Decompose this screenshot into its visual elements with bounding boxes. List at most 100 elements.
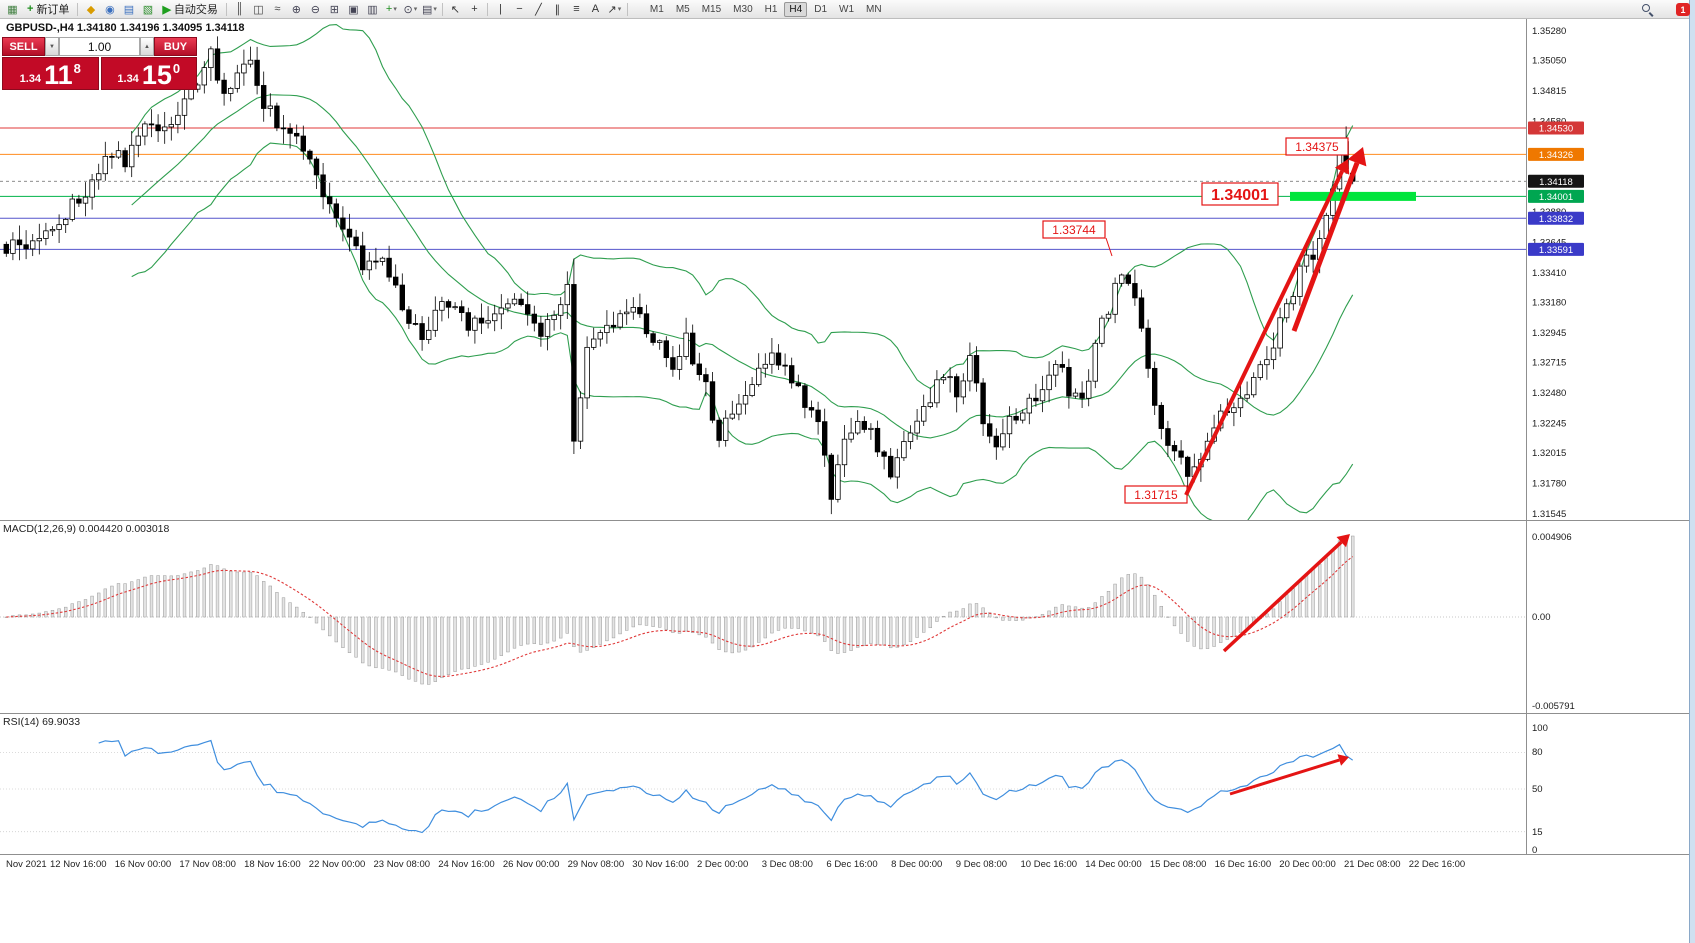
zoom-out-icon[interactable]: ⊖ [310, 3, 321, 16]
arrange-windows-icon[interactable]: ▥ [367, 3, 378, 16]
timeframe-mn[interactable]: MN [866, 3, 882, 15]
price-callout[interactable] [1042, 220, 1106, 239]
zoom-in-icon[interactable]: ⊕ [291, 3, 302, 16]
candlestick-chart-icon[interactable]: ◫ [253, 3, 264, 16]
timeframe-m1[interactable]: M1 [649, 3, 664, 15]
notifications-badge[interactable]: 1 [1676, 3, 1690, 16]
indicators-icon[interactable]: + ▾ [385, 3, 397, 15]
timeframe-m30[interactable]: M30 [733, 3, 753, 15]
chart-ohlc-header: GBPUSD-,H4 1.34180 1.34196 1.34095 1.341… [6, 22, 245, 34]
search-icon[interactable] [1641, 3, 1655, 17]
crosshair-icon[interactable]: + [471, 3, 478, 15]
time-axis-label: 16 Nov 00:00 [114, 859, 172, 870]
time-axis-label: 21 Dec 08:00 [1344, 859, 1401, 870]
cascade-windows-icon[interactable]: ▣ [348, 3, 359, 16]
price-callout[interactable] [1285, 137, 1349, 156]
price-callout-label: 1.34375 [1295, 140, 1339, 154]
rsi-panel[interactable]: 100 80 50 15 0 RSI(14) 69.9033 [0, 713, 1689, 854]
data-window-icon[interactable]: ▤ [123, 3, 135, 16]
one-click-trading-panel: GBPUSD-,H4 1.34180 1.34196 1.34095 1.341… [2, 22, 245, 90]
time-axis-label: 17 Nov 08:00 [179, 859, 236, 870]
price-axis-label: 1.33180 [1532, 298, 1566, 309]
time-axis-label: 2 Dec 00:00 [697, 859, 749, 870]
autotrading-button[interactable]: ▶ 自动交易 [157, 1, 222, 18]
chart-shift-icon[interactable]: ▦ [7, 3, 18, 16]
time-axis-label: 8 Dec 00:00 [891, 859, 943, 870]
time-axis-label: 15 Dec 08:00 [1149, 859, 1207, 870]
timeframe-d1[interactable]: D1 [814, 3, 828, 15]
time-axis-label: 16 Dec 16:00 [1214, 859, 1272, 870]
price-axis-tag-label: 1.33591 [1539, 245, 1573, 256]
price-axis-tag [1528, 189, 1584, 203]
toolbar-separator [486, 2, 488, 16]
time-axis-label: 9 Dec 08:00 [955, 859, 1008, 870]
buy-price-big-figure: 1.34 [117, 73, 139, 85]
vertical-line-icon[interactable]: | [498, 3, 502, 15]
timeframe-h1[interactable]: H1 [764, 3, 778, 15]
vertical-scrollbar[interactable] [1689, 0, 1695, 943]
time-axis-label: 29 Nov 08:00 [567, 859, 625, 870]
text-icon[interactable]: A [591, 3, 600, 15]
sell-price[interactable]: 1.34 11 8 [2, 57, 99, 90]
timeframe-group: M1 M5 M15 M30 H1 H4 D1 W1 MN [645, 1, 887, 17]
volume-decrease-button[interactable]: ▼ [45, 37, 59, 56]
macd-histogram [4, 535, 1355, 685]
sell-price-pips: 11 [44, 60, 73, 90]
price-callout-label: 1.33744 [1052, 223, 1096, 237]
macd-axis-label: 0.00 [1532, 612, 1551, 623]
price-chart[interactable]: 1.352801.350501.348151.345801.343451.341… [0, 19, 1689, 520]
time-axis-label: 30 Nov 16:00 [632, 859, 689, 870]
price-axis-label: 1.31780 [1532, 479, 1566, 490]
time-axis-label: 14 Dec 00:00 [1085, 859, 1142, 870]
macd-arrow [1222, 534, 1350, 653]
dropdown-arrow-icon: ▾ [433, 6, 437, 13]
main-toolbar: ▦ + 新订单 ◆ ◉ ▤ ▧ ▶ 自动交易 ║ ◫ ≈ ⊕ ⊖ ⊞ ▣ ▥ + ▾ ⊙ ▾ ▤ ▾ ↖ + | − ╱ ∥ ≡ A ↗ ▾ M1… [0, 0, 1689, 19]
sell-button[interactable]: SELL [2, 37, 45, 56]
support-zone-highlight[interactable] [1290, 191, 1416, 201]
autotrading-button-label: 自动交易 [173, 4, 218, 16]
volume-increase-button[interactable]: ▲ [140, 37, 154, 56]
price-axis-label: 1.33410 [1532, 268, 1566, 279]
time-axis-label: 12 Nov 16:00 [50, 859, 107, 870]
new-order-button-label: 新订单 [36, 4, 70, 16]
market-watch-icon[interactable]: ◉ [105, 3, 115, 16]
templates-icon[interactable]: ▤ ▾ [421, 3, 437, 16]
timeframe-m15[interactable]: M15 [701, 3, 722, 15]
volume-input[interactable]: 1.00 [59, 37, 140, 56]
timeframe-m5[interactable]: M5 [675, 3, 690, 15]
triangle-down-icon: ▼ [49, 43, 55, 50]
price-axis-tag [1528, 147, 1584, 161]
horizontal-line-icon[interactable]: − [516, 3, 523, 15]
time-axis-label: 20 Dec 00:00 [1279, 859, 1336, 870]
timeframe-w1[interactable]: W1 [839, 3, 855, 15]
periods-icon[interactable]: ⊙ ▾ [403, 3, 418, 16]
line-chart-icon[interactable]: ≈ [274, 3, 281, 15]
price-callout[interactable] [1201, 182, 1279, 206]
new-order-button[interactable]: + 新订单 [22, 1, 74, 18]
rsi-line [98, 739, 1354, 834]
cursor-icon[interactable]: ↖ [450, 3, 461, 16]
sell-price-big-figure: 1.34 [19, 73, 42, 85]
toolbar-separator [225, 2, 227, 16]
metaeditor-compass-icon[interactable]: ◆ [86, 3, 96, 16]
price-axis-tag-label: 1.34530 [1539, 123, 1573, 134]
new-chart-icon[interactable]: ▧ [142, 3, 154, 16]
bar-chart-icon[interactable]: ║ [235, 3, 244, 15]
channel-icon[interactable]: ∥ [554, 3, 561, 16]
fibonacci-icon[interactable]: ≡ [573, 3, 580, 15]
toolbar-separator [77, 2, 79, 16]
price-axis-tag-label: 1.34001 [1539, 192, 1573, 203]
buy-price[interactable]: 1.34 15 0 [100, 57, 197, 90]
price-axis-tag-label: 1.33832 [1539, 214, 1573, 225]
arrows-tool-icon[interactable]: ↗ ▾ [607, 3, 622, 16]
price-axis-tag [1528, 211, 1584, 225]
price-axis-label: 1.35050 [1532, 56, 1566, 67]
dropdown-arrow-icon: ▾ [617, 6, 622, 13]
macd-signal-line [6, 556, 1354, 678]
candles-layer [3, 36, 1356, 515]
macd-panel[interactable]: 0.004906 0.00 -0.005791 MACD(12,26,9) 0.004… [0, 520, 1689, 713]
timeframe-h4[interactable]: H4 [784, 1, 808, 17]
tile-windows-icon[interactable]: ⊞ [329, 3, 340, 16]
buy-button[interactable]: BUY [154, 37, 197, 56]
trendline-icon[interactable]: ╱ [535, 3, 542, 16]
